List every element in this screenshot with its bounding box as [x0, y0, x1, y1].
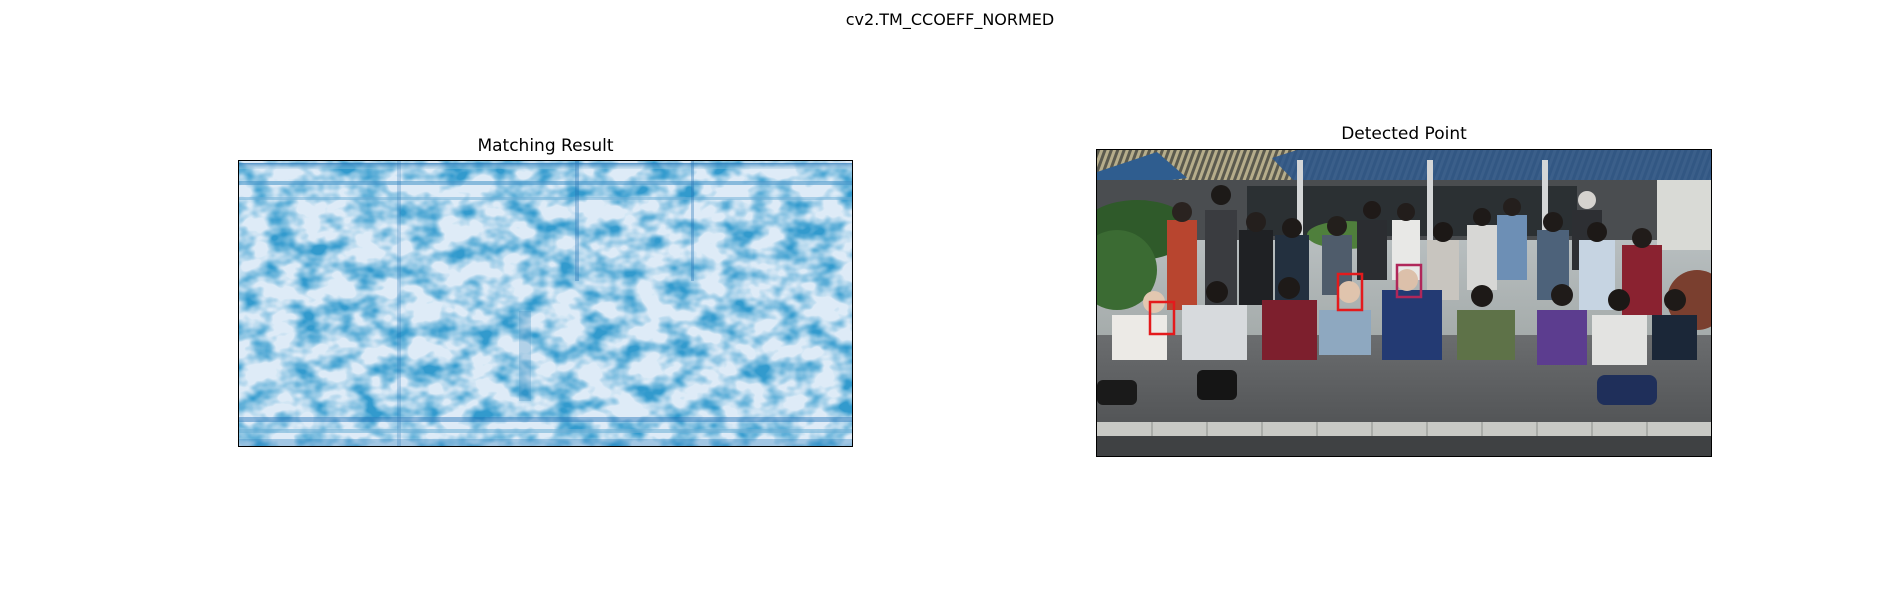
detected-point-title: Detected Point — [1341, 124, 1467, 144]
detection-box-2 — [1336, 272, 1364, 312]
detection-box-1 — [1148, 300, 1176, 336]
matching-result-title: Matching Result — [477, 136, 614, 156]
detected-point-photo — [1096, 149, 1712, 457]
detection-boxes — [1148, 263, 1423, 336]
figure-suptitle: cv2.TM_CCOEFF_NORMED — [845, 10, 1055, 29]
detection-box-3 — [1395, 263, 1423, 299]
group-photo — [1097, 150, 1711, 456]
matching-result-image — [238, 160, 853, 447]
matching-result-heatmap — [239, 161, 852, 446]
